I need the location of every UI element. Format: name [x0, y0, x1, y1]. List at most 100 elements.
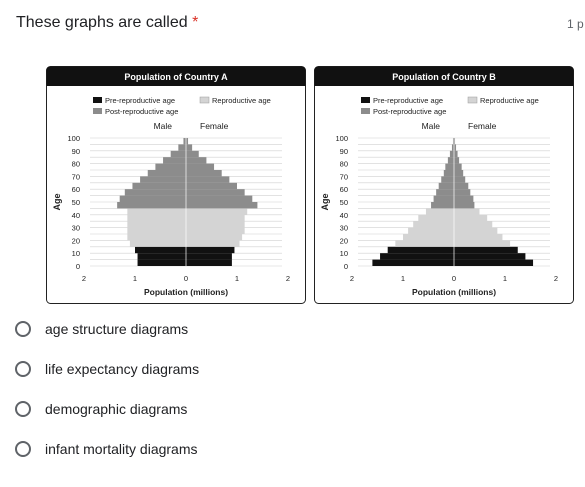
- bar-male-70: [443, 170, 454, 177]
- y-tick-label: 20: [340, 236, 348, 245]
- y-tick-label: 40: [340, 211, 348, 220]
- y-tick-label: 60: [340, 185, 348, 194]
- bar-female-70: [186, 170, 222, 177]
- question-title: These graphs are called *: [16, 14, 198, 32]
- bar-female-85: [454, 150, 458, 158]
- bar-female-80: [454, 157, 460, 164]
- option-demographic-diagrams[interactable]: demographic diagrams: [15, 397, 187, 421]
- y-tick-label: 70: [340, 172, 348, 181]
- bar-male-40: [425, 208, 454, 215]
- y-tick-label: 60: [72, 185, 80, 194]
- legend-swatch-pre: [93, 97, 102, 103]
- bar-female-30: [186, 221, 245, 228]
- legend-label-post: Post-reproductive age: [373, 107, 446, 116]
- bar-female-20: [186, 234, 243, 241]
- bar-female-10: [186, 246, 235, 254]
- y-tick-label: 70: [72, 172, 80, 181]
- bar-female-55: [186, 189, 245, 196]
- female-label: Female: [468, 121, 497, 131]
- bar-male-40: [127, 208, 186, 215]
- points-label: 1 p: [567, 17, 584, 31]
- x-tick-label: 0: [184, 274, 188, 283]
- bar-male-30: [413, 221, 454, 228]
- bar-male-85: [449, 150, 454, 158]
- bar-female-80: [186, 157, 207, 164]
- legend-label-post: Post-reproductive age: [105, 107, 178, 116]
- y-tick-label: 90: [340, 147, 348, 156]
- x-tick-label: 2: [82, 274, 86, 283]
- bar-male-80: [163, 157, 186, 164]
- bar-female-40: [186, 208, 248, 215]
- pyramid-figure: Population of Country A Pre-reproductive …: [46, 66, 578, 304]
- y-tick-label: 50: [72, 198, 80, 207]
- option-age-structure-diagrams[interactable]: age structure diagrams: [15, 317, 188, 341]
- bar-female-75: [186, 163, 215, 170]
- bar-male-45: [117, 202, 186, 209]
- bar-female-40: [454, 208, 480, 215]
- x-tick-label: 1: [503, 274, 507, 283]
- bar-female-15: [454, 240, 511, 247]
- question-text: These graphs are called: [16, 14, 188, 31]
- bar-female-10: [454, 246, 518, 254]
- bar-male-20: [403, 234, 454, 241]
- radio-button-icon[interactable]: [15, 401, 31, 417]
- male-label: Male: [422, 121, 441, 131]
- bar-female-65: [454, 176, 466, 183]
- bar-male-0: [137, 259, 186, 266]
- y-tick-label: 0: [76, 262, 80, 271]
- bar-male-90: [178, 144, 186, 151]
- option-life-expectancy-diagrams[interactable]: life expectancy diagrams: [15, 357, 199, 381]
- bar-female-95: [454, 138, 456, 145]
- bar-female-55: [454, 189, 471, 196]
- radio-button-icon[interactable]: [15, 361, 31, 377]
- bar-female-30: [454, 221, 493, 228]
- y-tick-label: 100: [67, 134, 80, 143]
- legend-label-pre: Pre-reproductive age: [373, 96, 443, 105]
- x-tick-label: 2: [554, 274, 558, 283]
- bar-male-5: [380, 253, 454, 260]
- bar-female-20: [454, 234, 503, 241]
- y-tick-label: 20: [72, 236, 80, 245]
- bar-male-5: [137, 253, 186, 260]
- radio-button-icon[interactable]: [15, 321, 31, 337]
- option-label: age structure diagrams: [45, 321, 189, 337]
- bar-male-70: [147, 170, 186, 177]
- bar-male-55: [124, 189, 186, 196]
- bar-male-10: [135, 246, 186, 254]
- bar-female-65: [186, 176, 230, 183]
- bar-male-95: [183, 138, 186, 145]
- option-infant-mortality-diagrams[interactable]: infant mortality diagrams: [15, 437, 198, 461]
- bar-female-60: [186, 182, 237, 190]
- chart-title: Population of Country B: [392, 72, 496, 82]
- bar-male-35: [127, 214, 186, 222]
- bar-male-65: [140, 176, 186, 183]
- y-tick-label: 30: [340, 224, 348, 233]
- legend-swatch-post: [361, 108, 370, 114]
- pyramid-charts-svg: Population of Country A Pre-reproductive …: [46, 66, 574, 304]
- bar-male-80: [447, 157, 454, 164]
- legend-swatch-pre: [361, 97, 370, 103]
- bar-female-90: [186, 144, 193, 151]
- y-tick-label: 10: [340, 249, 348, 258]
- x-tick-label: 2: [286, 274, 290, 283]
- bar-male-50: [433, 195, 454, 202]
- x-tick-label: 1: [133, 274, 137, 283]
- bar-male-20: [127, 234, 186, 241]
- option-label: life expectancy diagrams: [45, 361, 200, 377]
- x-tick-label: 0: [452, 274, 456, 283]
- x-tick-label: 1: [235, 274, 239, 283]
- y-axis-label: Age: [320, 193, 330, 210]
- bar-female-35: [454, 214, 488, 222]
- bar-female-90: [454, 144, 457, 151]
- bar-male-35: [418, 214, 454, 222]
- radio-button-icon[interactable]: [15, 441, 31, 457]
- bar-female-50: [186, 195, 253, 202]
- y-tick-label: 80: [72, 160, 80, 169]
- legend-swatch-post: [93, 108, 102, 114]
- y-tick-label: 80: [340, 160, 348, 169]
- bar-male-25: [408, 227, 454, 234]
- bar-male-25: [127, 227, 186, 234]
- bar-female-35: [186, 214, 245, 222]
- legend-label-repro: Reproductive age: [212, 96, 271, 105]
- x-axis-label: Population (millions): [412, 287, 496, 297]
